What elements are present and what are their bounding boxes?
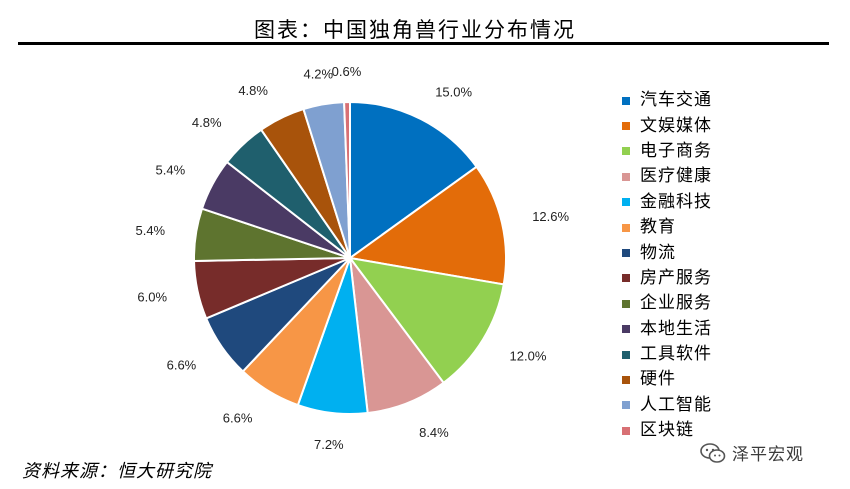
watermark: 泽平宏观 bbox=[700, 440, 804, 465]
legend-label: 物流 bbox=[640, 242, 676, 263]
legend-label: 人工智能 bbox=[640, 394, 712, 415]
data-label-5: 6.6% bbox=[223, 411, 253, 426]
wechat-icon bbox=[700, 442, 726, 463]
legend-item-8: 企业服务 bbox=[622, 291, 802, 316]
legend-label: 金融科技 bbox=[640, 191, 712, 212]
legend-swatch bbox=[622, 375, 630, 384]
legend-item-6: 物流 bbox=[622, 240, 802, 265]
legend-item-11: 硬件 bbox=[622, 367, 802, 392]
data-label-11: 4.8% bbox=[238, 83, 268, 98]
chart-title: 图表：中国独角兽行业分布情况 bbox=[254, 18, 576, 42]
legend-label: 硬件 bbox=[640, 369, 676, 390]
legend-item-2: 电子商务 bbox=[622, 139, 802, 164]
legend-label: 教育 bbox=[640, 217, 676, 238]
legend-item-1: 文娱媒体 bbox=[622, 113, 802, 138]
legend-swatch bbox=[622, 122, 630, 131]
legend-item-12: 人工智能 bbox=[622, 393, 802, 418]
legend-item-0: 汽车交通 bbox=[622, 88, 802, 113]
legend-label: 汽车交通 bbox=[640, 90, 712, 111]
data-label-10: 4.8% bbox=[192, 115, 222, 130]
legend-label: 企业服务 bbox=[640, 293, 712, 314]
legend-swatch bbox=[622, 223, 630, 232]
data-label-4: 7.2% bbox=[314, 437, 344, 452]
legend-item-9: 本地生活 bbox=[622, 317, 802, 342]
legend-swatch bbox=[622, 350, 630, 359]
legend-label: 区块链 bbox=[640, 420, 694, 441]
data-label-7: 6.0% bbox=[137, 290, 167, 305]
pie-slice-0 bbox=[349, 100, 478, 260]
legend-label: 本地生活 bbox=[640, 318, 712, 339]
chart-legend: 汽车交通文娱媒体电子商务医疗健康金融科技教育物流房产服务企业服务本地生活工具软件… bbox=[622, 88, 802, 443]
legend-label: 医疗健康 bbox=[640, 166, 712, 187]
title-divider bbox=[18, 42, 829, 45]
data-label-0: 15.0% bbox=[435, 85, 472, 100]
legend-swatch bbox=[622, 172, 630, 181]
source-note: 资料来源：恒大研究院 bbox=[22, 461, 212, 482]
data-label-6: 6.6% bbox=[167, 357, 197, 372]
legend-label: 文娱媒体 bbox=[640, 115, 712, 136]
legend-swatch bbox=[622, 426, 630, 435]
legend-item-3: 医疗健康 bbox=[622, 164, 802, 189]
data-label-3: 8.4% bbox=[419, 425, 449, 440]
legend-item-5: 教育 bbox=[622, 215, 802, 240]
legend-item-7: 房产服务 bbox=[622, 266, 802, 291]
watermark-text: 泽平宏观 bbox=[732, 445, 804, 465]
data-label-13: 0.6% bbox=[332, 64, 362, 79]
data-label-9: 5.4% bbox=[156, 163, 186, 178]
legend-label: 电子商务 bbox=[640, 140, 712, 161]
data-label-1: 12.6% bbox=[532, 209, 569, 224]
legend-label: 工具软件 bbox=[640, 344, 712, 365]
legend-swatch bbox=[622, 147, 630, 156]
legend-swatch bbox=[622, 198, 630, 207]
legend-item-4: 金融科技 bbox=[622, 190, 802, 215]
legend-swatch bbox=[622, 325, 630, 334]
legend-item-13: 区块链 bbox=[622, 418, 802, 443]
legend-item-10: 工具软件 bbox=[622, 342, 802, 367]
data-label-12: 4.2% bbox=[303, 67, 333, 82]
legend-swatch bbox=[622, 299, 630, 308]
data-label-8: 5.4% bbox=[135, 223, 165, 238]
legend-swatch bbox=[622, 96, 630, 105]
legend-swatch bbox=[622, 401, 630, 410]
pie-slice-2 bbox=[347, 256, 505, 385]
legend-swatch bbox=[622, 249, 630, 258]
data-label-2: 12.0% bbox=[510, 349, 547, 364]
legend-label: 房产服务 bbox=[640, 267, 712, 288]
pie-slice-1 bbox=[347, 165, 507, 286]
pie-slice-13 bbox=[343, 100, 351, 259]
legend-swatch bbox=[622, 274, 630, 283]
